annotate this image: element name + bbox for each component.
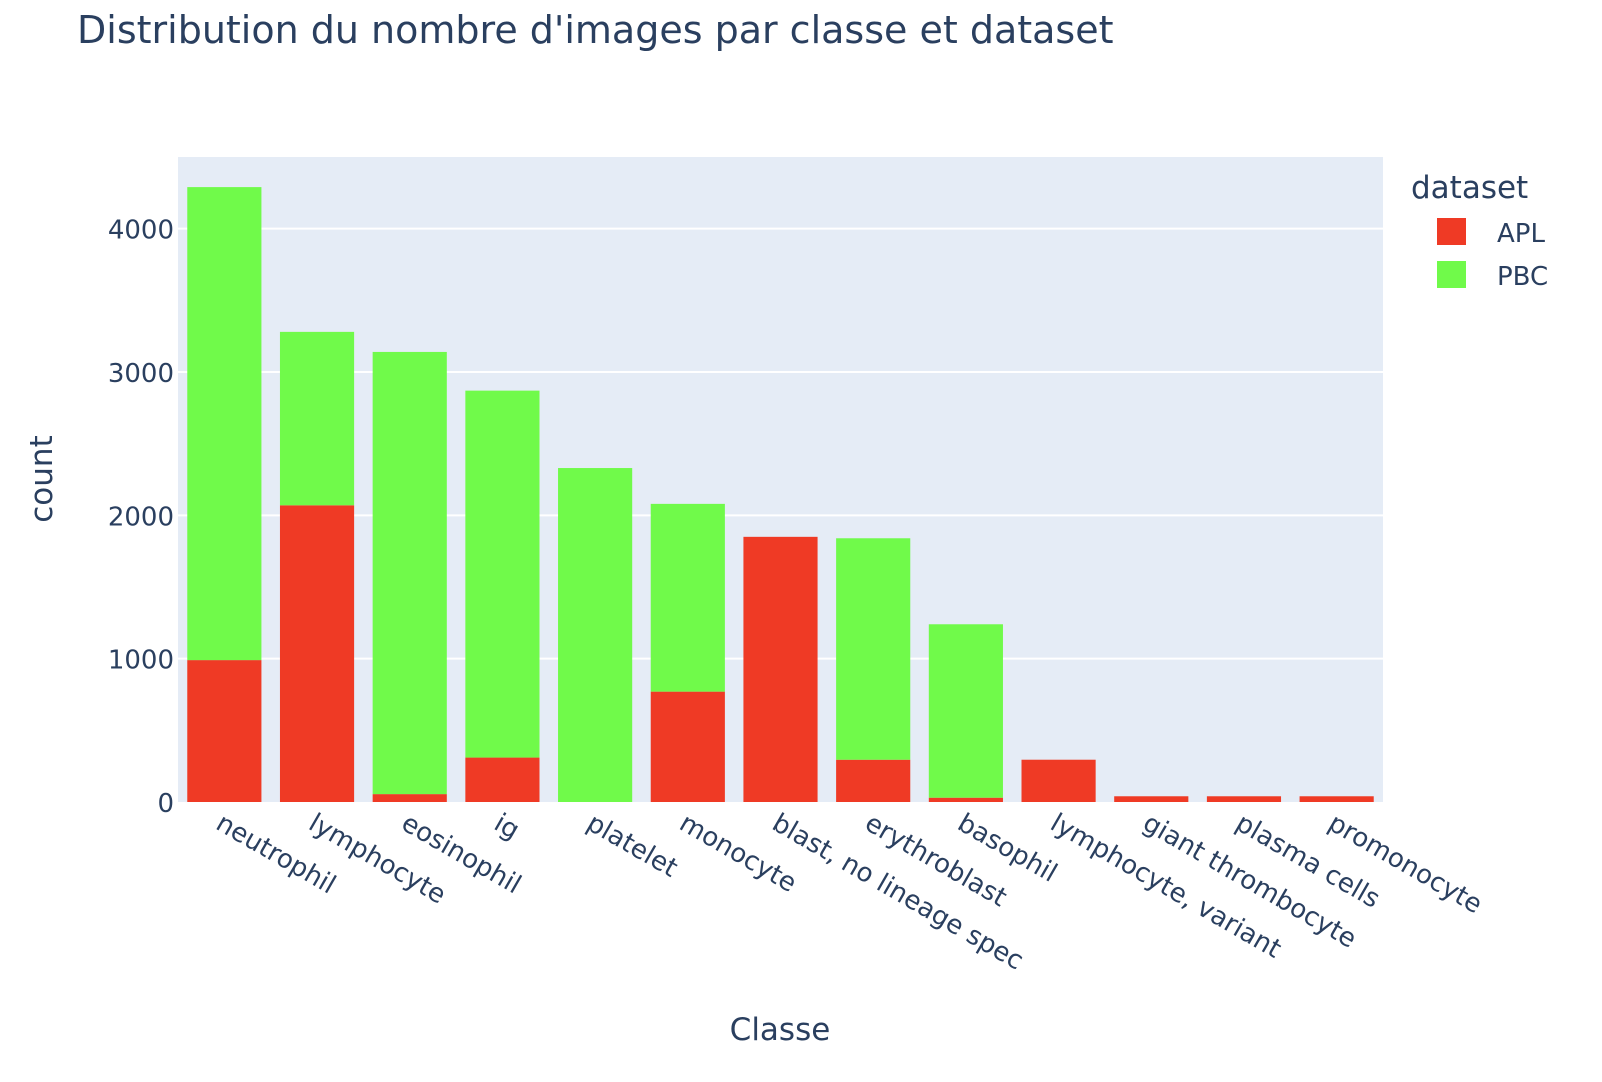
bar-pbc[interactable] (372, 351, 447, 795)
legend: dataset APL PBC (1411, 170, 1548, 292)
bar-apl[interactable] (187, 660, 262, 802)
bar-apl[interactable] (1299, 796, 1374, 802)
x-tick-label: promonocyte (1323, 808, 1487, 920)
y-tick-label: 0 (157, 789, 174, 819)
bar-apl[interactable] (743, 536, 818, 802)
y-tick-label: 4000 (108, 216, 174, 246)
bar-apl[interactable] (465, 757, 540, 802)
x-axis-label: Classe (730, 1012, 831, 1048)
x-tick-label: ig (489, 808, 525, 846)
bar-apl[interactable] (650, 691, 725, 802)
bar-apl[interactable] (372, 794, 447, 802)
chart-title: Distribution du nombre d'images par clas… (77, 8, 1114, 52)
bar-pbc[interactable] (558, 468, 633, 802)
legend-swatch-apl (1437, 218, 1466, 245)
bar-pbc[interactable] (279, 331, 355, 506)
x-tick-label: platelet (582, 808, 683, 884)
bar-apl[interactable] (1021, 759, 1096, 802)
legend-swatch-pbc (1437, 261, 1466, 288)
y-tick-label: 3000 (108, 359, 174, 389)
legend-title: dataset (1411, 170, 1528, 206)
legend-item-apl[interactable]: APL (1497, 219, 1545, 249)
bar-pbc[interactable] (465, 390, 540, 758)
bars (187, 187, 1374, 802)
bar-pbc[interactable] (928, 624, 1003, 798)
bar-apl[interactable] (1114, 796, 1189, 802)
bar-apl[interactable] (928, 797, 1003, 802)
bar-apl[interactable] (836, 759, 911, 802)
bar-apl[interactable] (1206, 796, 1282, 802)
y-tick-label: 2000 (108, 502, 174, 532)
bar-pbc[interactable] (187, 187, 262, 661)
y-axis-label: count (24, 435, 60, 522)
bar-apl[interactable] (279, 505, 355, 802)
y-axis-ticks: 0 1000 2000 3000 4000 (108, 216, 174, 819)
legend-item-pbc[interactable]: PBC (1497, 262, 1548, 292)
bar-pbc[interactable] (836, 538, 911, 760)
y-tick-label: 1000 (108, 646, 174, 676)
bar-pbc[interactable] (650, 503, 725, 692)
